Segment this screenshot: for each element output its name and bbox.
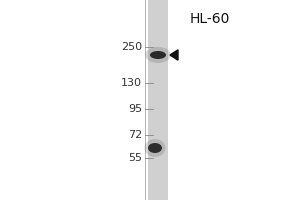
Ellipse shape — [145, 47, 171, 63]
Text: 55: 55 — [128, 153, 142, 163]
Text: 130: 130 — [121, 78, 142, 88]
Ellipse shape — [145, 139, 166, 157]
Text: 250: 250 — [121, 42, 142, 52]
Text: 95: 95 — [128, 104, 142, 114]
Text: 72: 72 — [128, 130, 142, 140]
Polygon shape — [170, 50, 178, 60]
Ellipse shape — [148, 143, 162, 153]
Text: HL-60: HL-60 — [190, 12, 230, 26]
Ellipse shape — [150, 51, 166, 59]
Bar — [148, 0, 168, 200]
